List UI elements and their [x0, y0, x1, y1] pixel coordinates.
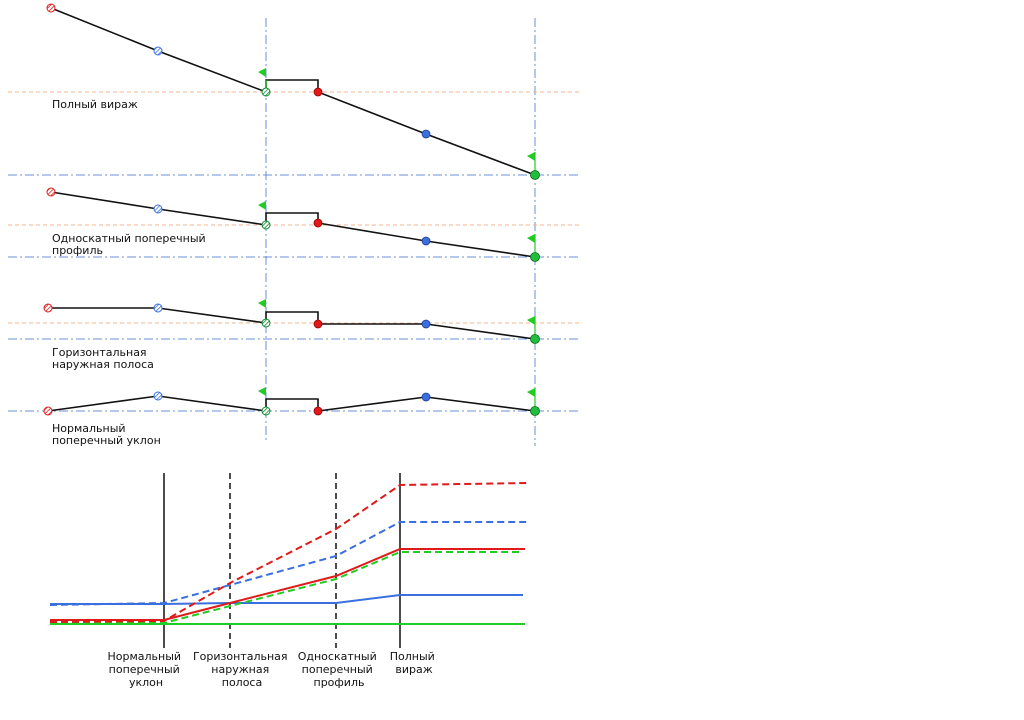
- point-hatched-red: [46, 3, 56, 13]
- green-dashed-line: [50, 551, 523, 624]
- point-hatched-red: [46, 187, 56, 197]
- point-hatched-green: [261, 406, 271, 416]
- profile-line: [48, 307, 536, 340]
- flag-icon: [527, 316, 535, 325]
- flag-icon: [527, 388, 535, 397]
- point-hatched-blue: [153, 204, 163, 214]
- cross-sections: Полный вираж Односкатный поперечный проф…: [8, 3, 580, 447]
- point-red: [313, 87, 323, 97]
- point-red: [313, 218, 323, 228]
- point-blue: [421, 129, 431, 139]
- profile-line: [50, 7, 536, 176]
- profile-line: [47, 395, 536, 412]
- stage-label-normal: Нормальный поперечный уклон: [107, 650, 184, 689]
- point-hatched-green: [261, 87, 271, 97]
- section-label: поперечный уклон: [52, 434, 161, 447]
- section-label: Односкатный поперечный: [52, 232, 206, 245]
- point-hatched-green: [261, 318, 271, 328]
- stage-label-full: Полный вираж: [390, 650, 439, 676]
- point-hatched-red: [43, 406, 53, 416]
- section-label: наружная полоса: [52, 358, 154, 371]
- transition-diagram: Нормальный поперечный уклон Горизонтальн…: [49, 473, 529, 689]
- flag-icon: [258, 299, 266, 308]
- point-blue: [421, 392, 431, 402]
- section-label: Полный вираж: [52, 98, 138, 111]
- section-normal-cross-slope: Нормальный поперечный уклон: [43, 387, 540, 447]
- point-hatched-green: [261, 220, 271, 230]
- stage-label-single-slope: Односкатный поперечный профиль: [298, 650, 381, 689]
- point-hatched-blue: [153, 303, 163, 313]
- point-green: [530, 252, 540, 262]
- point-hatched-red: [43, 303, 53, 313]
- point-green: [530, 406, 540, 416]
- point-blue: [421, 319, 431, 329]
- point-red: [313, 406, 323, 416]
- flag-icon: [258, 387, 266, 396]
- blue-solid-line: [50, 594, 523, 605]
- section-horizontal-outer-lane: Горизонтальная наружная полоса: [43, 299, 540, 371]
- section-single-cross-slope: Односкатный поперечный профиль: [46, 187, 540, 262]
- point-blue: [421, 236, 431, 246]
- flag-icon: [527, 152, 535, 161]
- section-full-superelevation: Полный вираж: [46, 3, 540, 180]
- stage-label-horizontal: Горизонтальная наружная полоса: [193, 650, 291, 689]
- blue-dashed-line: [49, 521, 527, 606]
- point-green: [530, 170, 540, 180]
- flag-icon: [527, 234, 535, 243]
- red-dashed-line: [49, 482, 529, 623]
- point-hatched-blue: [153, 391, 163, 401]
- section-label: Нормальный: [52, 422, 126, 435]
- section-label: Горизонтальная: [52, 346, 147, 359]
- flag-icon: [258, 201, 266, 210]
- flag-icon: [258, 68, 266, 77]
- point-green: [530, 334, 540, 344]
- red-solid-line: [50, 548, 525, 621]
- section-label: профиль: [52, 244, 103, 257]
- profile-line: [50, 191, 536, 258]
- point-hatched-blue: [153, 46, 163, 56]
- point-red: [313, 319, 323, 329]
